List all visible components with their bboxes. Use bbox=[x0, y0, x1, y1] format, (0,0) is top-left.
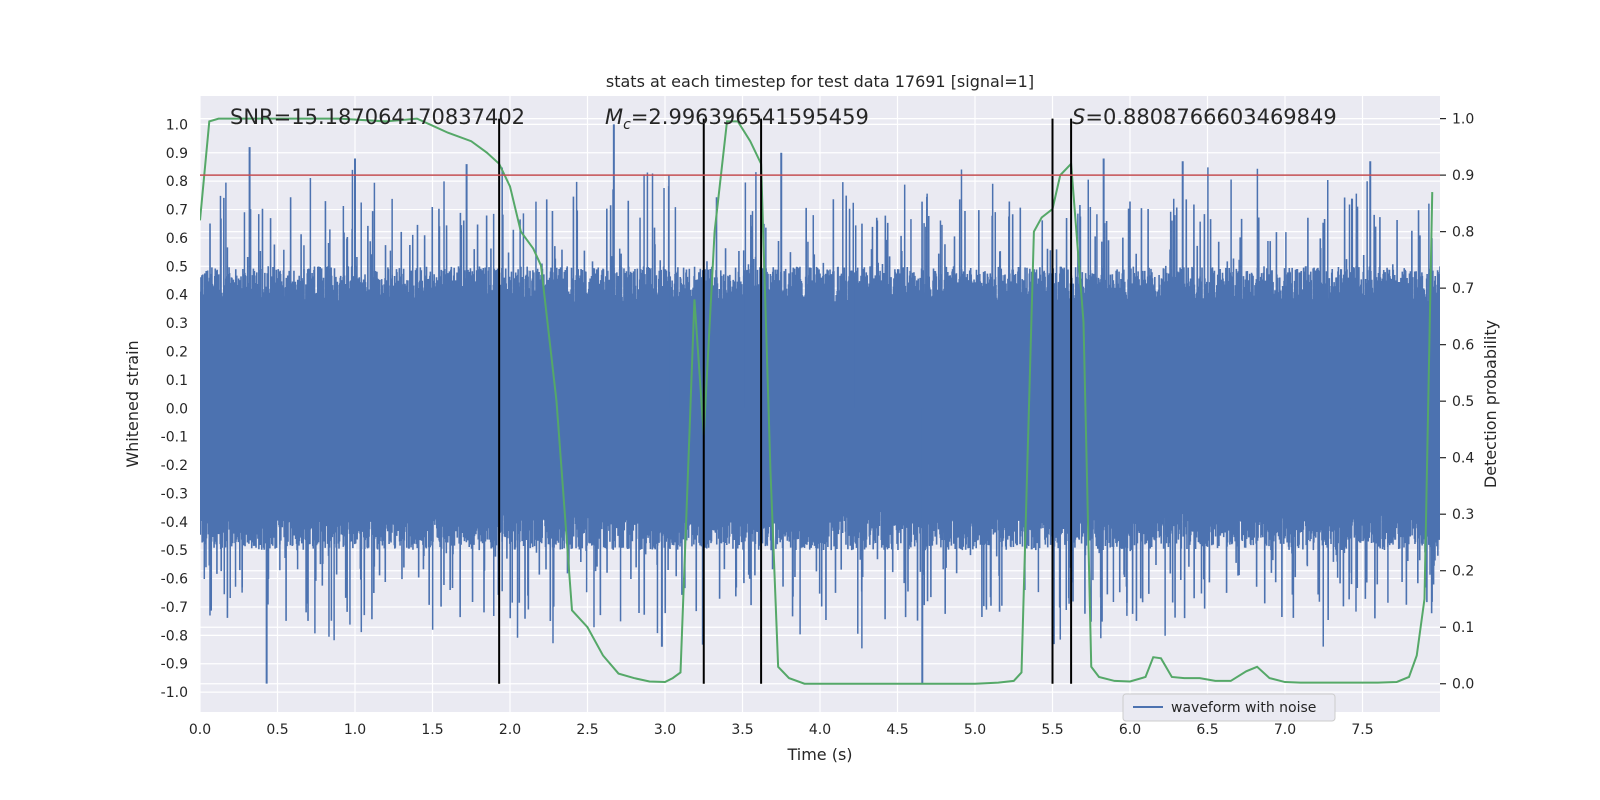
x-axis-label: Time (s) bbox=[786, 745, 852, 764]
y-right-tick-label: 0.3 bbox=[1452, 507, 1474, 523]
x-tick-label: 5.0 bbox=[964, 722, 986, 738]
probability-line bbox=[200, 117, 1434, 685]
y-left-tick-label: -0.7 bbox=[161, 600, 188, 616]
x-tick-label: 0.5 bbox=[266, 722, 288, 738]
y-right-tick-label: 0.6 bbox=[1452, 338, 1474, 354]
y-right-tick-label: 0.1 bbox=[1452, 620, 1474, 636]
y-axis-left-ticks: 1.0 0.9 0.8 0.7 0.6 0.5 0.4 0.3 0.2 0.1 0.0 -0.1 -0.… bbox=[161, 117, 188, 701]
y-left-tick-label: 0.9 bbox=[166, 146, 188, 162]
y-left-tick-label: -0.9 bbox=[161, 657, 188, 673]
chart-title: stats at each timestep for test data 176… bbox=[606, 72, 1034, 91]
x-tick-label: 1.5 bbox=[421, 722, 443, 738]
y-left-tick-label: 0.2 bbox=[166, 344, 188, 360]
y-axis-right-ticks: 1.0 0.9 0.8 0.7 0.6 0.5 0.4 0.3 0.2 0.1 0.0 bbox=[1440, 112, 1474, 693]
x-tick-label: 7.0 bbox=[1274, 722, 1296, 738]
legend-label: waveform with noise bbox=[1171, 700, 1316, 716]
y-right-tick-label: 0.8 bbox=[1452, 225, 1474, 241]
y-left-tick-label: -1.0 bbox=[161, 685, 188, 701]
y-right-tick-label: 0.0 bbox=[1452, 677, 1474, 693]
s-annotation: S=0.8808766603469849 bbox=[1072, 105, 1337, 129]
x-tick-label: 7.5 bbox=[1351, 722, 1373, 738]
x-tick-label: 6.5 bbox=[1196, 722, 1218, 738]
s-value: =0.8808766603469849 bbox=[1085, 105, 1336, 129]
y-left-tick-label: -0.8 bbox=[161, 628, 188, 644]
y-axis-left-label: Whitened strain bbox=[123, 340, 142, 467]
y-right-tick-label: 0.4 bbox=[1452, 451, 1474, 467]
y-right-tick-label: 0.5 bbox=[1452, 394, 1474, 410]
legend-box bbox=[1122, 693, 1336, 722]
x-tick-label: 5.5 bbox=[1041, 722, 1063, 738]
x-tick-label: 4.5 bbox=[886, 722, 908, 738]
y-left-tick-label: 0.5 bbox=[166, 259, 188, 275]
waveform-trace bbox=[200, 195, 1440, 622]
x-tick-label: 2.0 bbox=[499, 722, 521, 738]
y-left-tick-label: 1.0 bbox=[166, 117, 188, 133]
y-left-tick-label: 0.3 bbox=[166, 316, 188, 332]
chirp-mass-annotation: Mc=2.996396541595459 bbox=[605, 105, 869, 133]
y-left-tick-label: -0.6 bbox=[161, 572, 188, 588]
x-tick-label: 3.0 bbox=[654, 722, 676, 738]
y-left-tick-label: 0.7 bbox=[166, 203, 188, 219]
y-left-tick-label: -0.2 bbox=[161, 458, 188, 474]
x-tick-label: 4.0 bbox=[809, 722, 831, 738]
chirp-mass-subscript: c bbox=[623, 117, 631, 133]
s-symbol: S bbox=[1072, 105, 1085, 129]
x-tick-label: 3.5 bbox=[731, 722, 753, 738]
vertical-marker-lines bbox=[498, 118, 1073, 684]
y-left-tick-label: -0.4 bbox=[161, 515, 188, 531]
x-axis-ticks: 0.0 0.5 1.0 1.5 2.0 2.5 3.0 3.5 4.0 4.5 5.0 5.5 6.0 6… bbox=[189, 722, 1374, 738]
x-tick-label: 0.0 bbox=[189, 722, 211, 738]
y-left-tick-label: 0.0 bbox=[166, 401, 188, 417]
y-right-tick-label: 1.0 bbox=[1452, 112, 1474, 128]
x-tick-label: 1.0 bbox=[344, 722, 366, 738]
y-left-tick-label: 0.4 bbox=[166, 288, 188, 304]
y-left-tick-label: 0.6 bbox=[166, 231, 188, 247]
chirp-mass-symbol: M bbox=[605, 105, 623, 129]
y-right-tick-label: 0.9 bbox=[1452, 168, 1474, 184]
y-right-tick-label: 0.7 bbox=[1452, 281, 1474, 297]
detection-probability-series bbox=[200, 117, 1434, 685]
y-left-tick-label: 0.1 bbox=[166, 373, 188, 389]
waveform-with-noise-series bbox=[200, 124, 1440, 684]
y-left-tick-label: -0.5 bbox=[161, 543, 188, 559]
y-right-tick-label: 0.2 bbox=[1452, 564, 1474, 580]
y-left-tick-label: 0.8 bbox=[166, 174, 188, 190]
x-tick-label: 2.5 bbox=[576, 722, 598, 738]
y-left-tick-label: -0.1 bbox=[161, 430, 188, 446]
y-axis-right-label: Detection probability bbox=[1481, 320, 1500, 488]
x-tick-label: 6.0 bbox=[1119, 722, 1141, 738]
y-left-tick-label: -0.3 bbox=[161, 486, 188, 502]
legend: waveform with noise bbox=[1122, 693, 1336, 722]
snr-annotation: SNR=15.187064170837402 bbox=[230, 105, 525, 129]
chirp-mass-value: =2.996396541595459 bbox=[631, 105, 869, 129]
